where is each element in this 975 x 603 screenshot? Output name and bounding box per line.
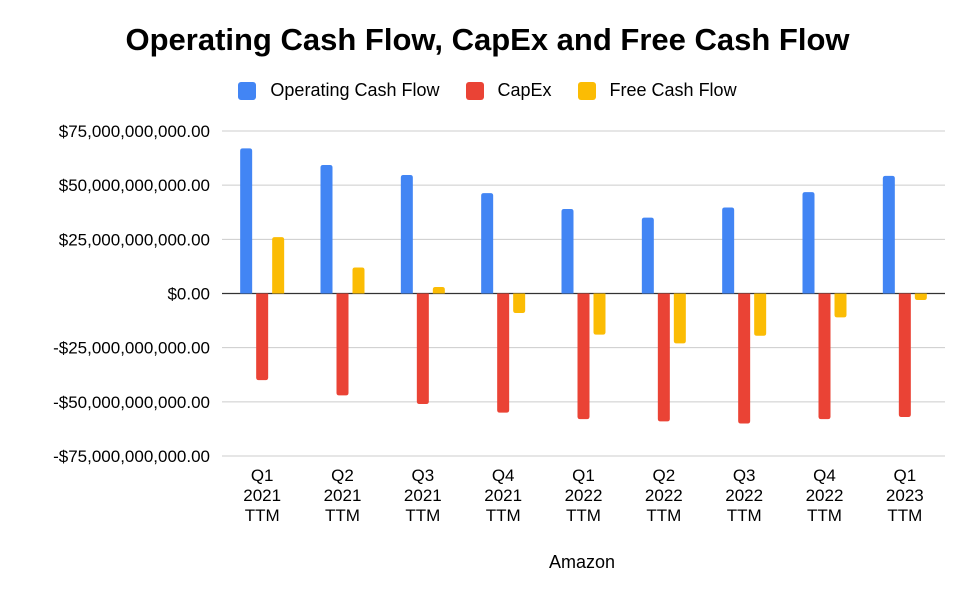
x-tick-label: Q1 [893,466,916,485]
bar-capex [416,293,429,404]
legend: Operating Cash Flow CapEx Free Cash Flow [0,80,975,101]
bar-free-cash-flow [914,293,927,300]
x-tick-label: Q1 [572,466,595,485]
x-tick-label: 2023 [886,486,924,505]
bar-free-cash-flow [432,287,445,294]
x-tick-label: TTM [566,506,601,525]
x-tick-label: 2022 [565,486,603,505]
x-tick-label: TTM [887,506,922,525]
legend-label-free-cash-flow: Free Cash Flow [609,80,737,100]
legend-item-operating-cash-flow: Operating Cash Flow [238,80,440,101]
x-tick-label: 2021 [404,486,442,505]
x-tick-label: Q3 [411,466,434,485]
legend-label-capex: CapEx [497,80,552,100]
bar-capex [497,293,510,413]
bar-capex [898,293,911,417]
y-tick-label: $75,000,000,000.00 [59,122,210,141]
legend-item-free-cash-flow: Free Cash Flow [577,80,737,101]
legend-swatch-free-cash-flow [577,81,596,100]
y-tick-label: -$50,000,000,000.00 [53,393,210,412]
x-tick-label: Q4 [492,466,515,485]
bar-operating-cash-flow [481,193,494,294]
bar-operating-cash-flow [722,207,735,294]
bars [240,148,927,424]
bar-operating-cash-flow [400,174,413,294]
legend-item-capex: CapEx [465,80,552,101]
bar-free-cash-flow [352,267,365,294]
x-tick-label: Q2 [652,466,675,485]
x-tick-label: 2022 [806,486,844,505]
y-tick-label: -$75,000,000,000.00 [53,447,210,466]
bar-capex [657,293,670,422]
x-tick-label: Q1 [251,466,274,485]
x-tick-label: TTM [807,506,842,525]
bar-capex [818,293,831,420]
legend-label-operating-cash-flow: Operating Cash Flow [270,80,440,100]
y-tick-label: $25,000,000,000.00 [59,230,210,249]
x-tick-label: 2021 [324,486,362,505]
y-tick-label: $0.00 [167,285,210,304]
bar-operating-cash-flow [641,217,654,294]
bar-capex [336,293,349,396]
bar-operating-cash-flow [882,175,895,294]
x-tick-label: 2021 [484,486,522,505]
x-tick-label: TTM [405,506,440,525]
bar-free-cash-flow [272,237,285,294]
x-tick-label: TTM [486,506,521,525]
x-tick-label: Q3 [733,466,756,485]
x-tick-label: 2022 [725,486,763,505]
x-tick-label: TTM [245,506,280,525]
x-axis: Q12021TTMQ22021TTMQ32021TTMQ42021TTMQ120… [243,466,923,525]
bar-free-cash-flow [834,293,847,318]
bar-capex [256,293,269,381]
x-tick-label: 2021 [243,486,281,505]
bar-free-cash-flow [513,293,526,313]
x-tick-label: 2022 [645,486,683,505]
bar-operating-cash-flow [240,148,253,294]
bar-free-cash-flow [593,293,606,335]
y-tick-label: -$25,000,000,000.00 [53,339,210,358]
bar-free-cash-flow [673,293,686,344]
bar-operating-cash-flow [320,165,333,294]
legend-swatch-operating-cash-flow [238,81,257,100]
bar-free-cash-flow [754,293,767,336]
legend-swatch-capex [465,81,484,100]
bar-operating-cash-flow [561,209,574,294]
bar-capex [738,293,751,424]
x-tick-label: TTM [325,506,360,525]
bar-operating-cash-flow [802,192,815,294]
x-tick-label: Q4 [813,466,836,485]
x-tick-label: TTM [646,506,681,525]
y-tick-label: $50,000,000,000.00 [59,176,210,195]
x-tick-label: Q2 [331,466,354,485]
x-axis-title: Amazon [549,552,615,572]
x-tick-label: TTM [727,506,762,525]
chart-title: Operating Cash Flow, CapEx and Free Cash… [125,22,850,57]
bar-capex [577,293,590,420]
y-axis: $75,000,000,000.00 $50,000,000,000.00 $25,… [53,122,210,466]
